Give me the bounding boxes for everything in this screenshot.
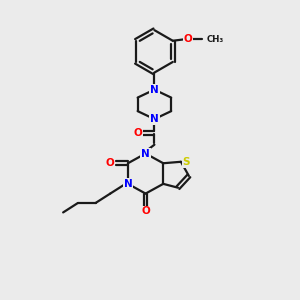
Text: N: N bbox=[150, 85, 159, 94]
Text: N: N bbox=[141, 148, 150, 158]
Text: N: N bbox=[124, 179, 132, 189]
Text: S: S bbox=[182, 157, 190, 167]
Text: O: O bbox=[141, 206, 150, 216]
Text: O: O bbox=[184, 34, 193, 44]
Text: O: O bbox=[106, 158, 115, 168]
Text: O: O bbox=[133, 128, 142, 138]
Text: CH₃: CH₃ bbox=[206, 35, 224, 44]
Text: N: N bbox=[150, 114, 159, 124]
